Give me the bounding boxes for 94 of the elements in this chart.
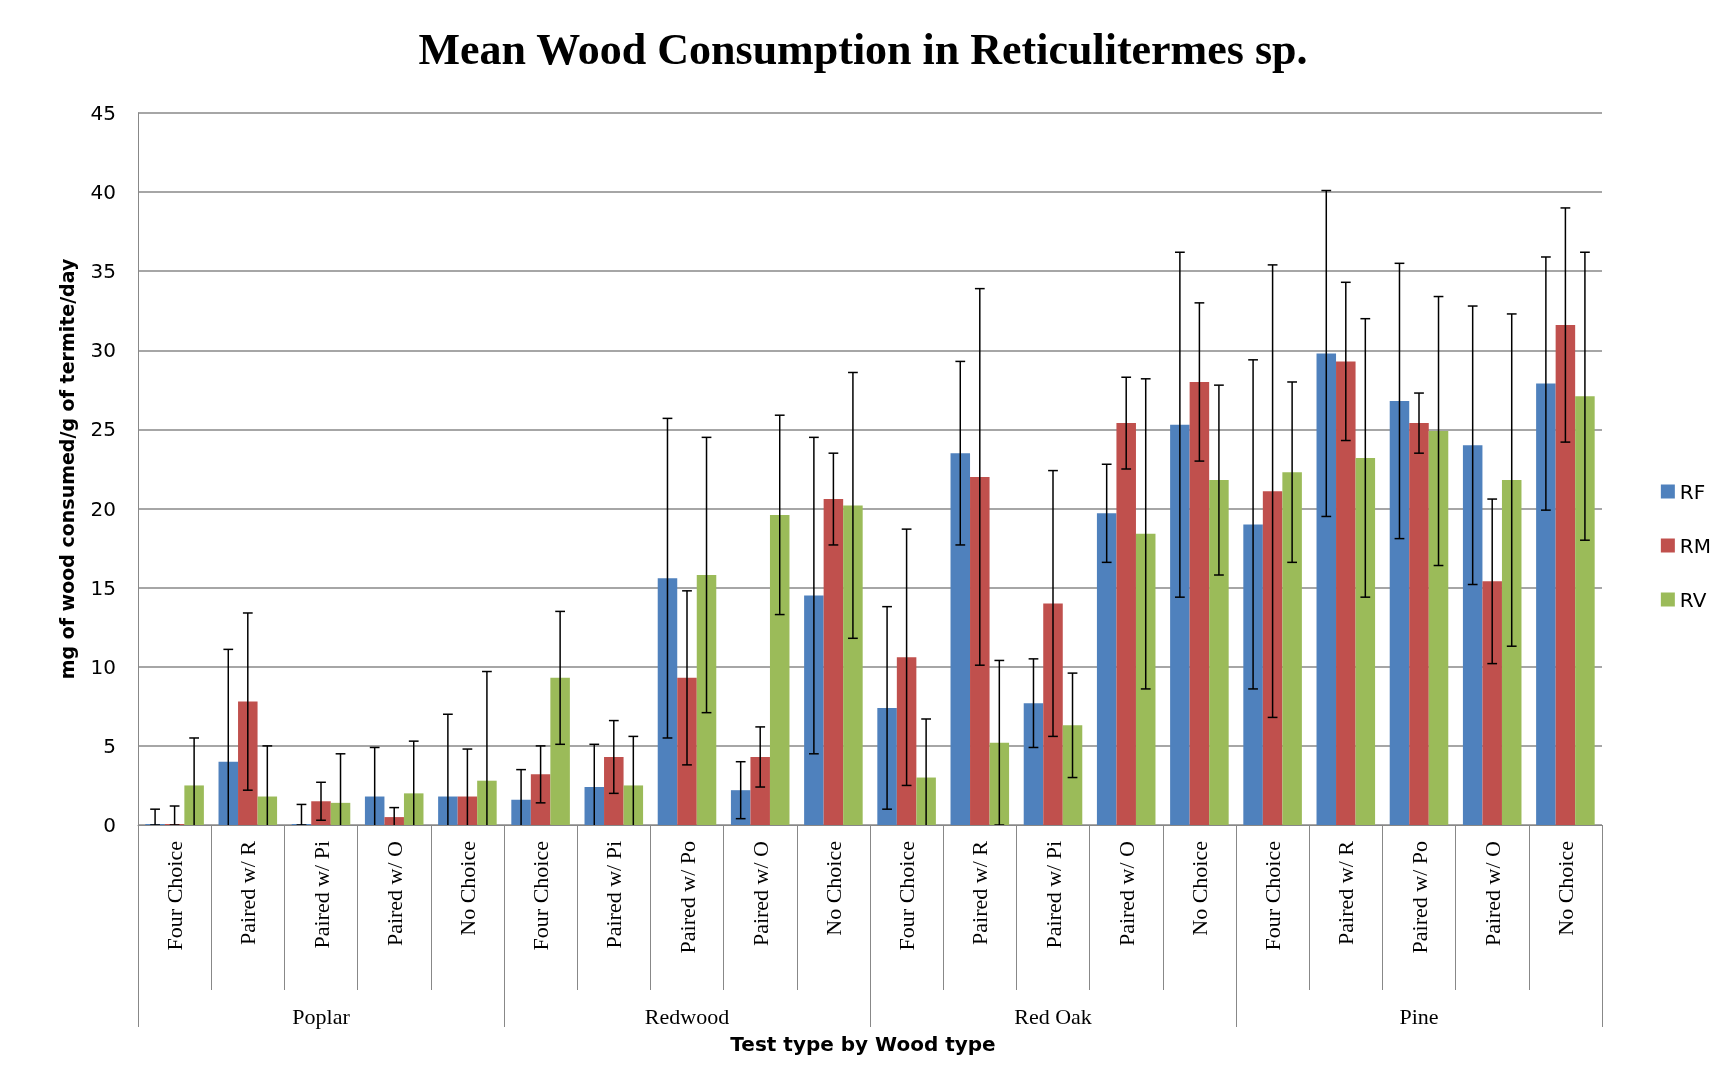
bar <box>1316 353 1337 825</box>
x-tick-label: Four Choice <box>1260 841 1286 951</box>
bar <box>1243 524 1263 825</box>
x-tick-label: Four Choice <box>528 841 554 951</box>
bar <box>657 578 678 825</box>
x-tick-label: Paired w/ R <box>967 840 993 945</box>
x-tick-label: Paired w/ O <box>1479 841 1505 947</box>
bar <box>1043 603 1063 825</box>
bar <box>677 677 697 825</box>
y-tick-label: 40 <box>90 180 116 205</box>
x-tick-label: Paired w/ Pi <box>601 841 627 949</box>
bar <box>550 677 570 825</box>
bar <box>1355 457 1376 825</box>
y-axis-title: mg of wood consumed/g of termite/day <box>55 258 78 680</box>
bar <box>896 657 917 825</box>
bar <box>769 514 790 825</box>
text: Redwood <box>644 1003 730 1029</box>
y-tick-label: 0 <box>103 813 116 837</box>
bar <box>511 799 531 825</box>
bar <box>1336 361 1356 825</box>
text: Poplar <box>292 1003 351 1029</box>
bar <box>730 790 751 825</box>
legend-label: RV <box>1679 587 1707 612</box>
x-tick-label: Paired w/ Po <box>674 841 700 954</box>
x-tick-label: No Choice <box>1186 841 1212 936</box>
bar <box>916 777 936 825</box>
bar <box>877 707 897 825</box>
x-tick-label: Paired w/ Pi <box>1040 841 1066 949</box>
bar <box>218 761 239 825</box>
x-tick-label: Paired w/ R <box>235 840 261 945</box>
bar <box>804 595 824 825</box>
bar <box>1482 581 1502 825</box>
bar <box>1135 533 1156 825</box>
x-tick-label: Paired w/ R <box>1333 840 1359 945</box>
bar <box>843 505 863 825</box>
bar <box>403 793 424 825</box>
bar <box>364 796 385 825</box>
bar <box>1262 491 1283 825</box>
bar <box>530 774 551 825</box>
bar <box>1536 383 1556 825</box>
bar <box>696 575 717 825</box>
y-tick-label: 10 <box>90 654 116 679</box>
bar <box>457 796 478 825</box>
bar <box>1096 513 1117 825</box>
bar <box>1501 480 1522 825</box>
bar <box>1116 423 1136 825</box>
bar <box>750 756 770 825</box>
bar <box>1389 400 1410 825</box>
bar <box>1189 381 1210 825</box>
bar <box>823 499 844 825</box>
y-tick-label: 5 <box>103 733 116 758</box>
x-tick-label: Four Choice <box>894 841 920 951</box>
bar <box>970 476 990 825</box>
legend-label: RF <box>1679 479 1706 504</box>
bar <box>257 796 278 825</box>
bar <box>184 785 204 825</box>
text: Pine <box>1399 1003 1439 1029</box>
x-tick-label: Four Choice <box>162 841 188 951</box>
chart-title: Mean Wood Consumption in Reticulitermes sp. <box>418 24 1308 74</box>
bar <box>330 802 351 825</box>
x-axis-title: Test type by Wood type <box>730 1032 996 1056</box>
bar <box>1409 423 1429 825</box>
bar <box>604 756 624 825</box>
bar <box>1555 325 1576 825</box>
bar <box>1282 472 1302 825</box>
legend-label: RM <box>1679 533 1711 558</box>
x-tick-label: Paired w/ Pi <box>308 841 334 949</box>
y-tick-label: 20 <box>90 496 116 521</box>
text: Red Oak <box>1014 1003 1092 1029</box>
y-tick-label: 35 <box>90 259 116 284</box>
bar <box>477 780 497 825</box>
bar <box>238 701 258 825</box>
bar <box>1170 424 1190 825</box>
bar <box>623 785 644 825</box>
x-tick-label: Paired w/ O <box>747 841 773 947</box>
bar <box>1023 703 1044 825</box>
bar <box>989 742 1010 825</box>
y-tick-label: 25 <box>90 417 116 442</box>
bar <box>950 453 971 825</box>
bar <box>1575 396 1595 825</box>
x-tick-label: Paired w/ O <box>381 841 407 947</box>
x-tick-label: Paired w/ Po <box>1406 841 1432 954</box>
x-tick-label: Paired w/ O <box>1113 841 1139 947</box>
y-tick-label: 15 <box>90 575 116 600</box>
bar <box>1062 725 1083 825</box>
x-tick-label: No Choice <box>820 841 846 936</box>
bar <box>1209 480 1229 825</box>
bar <box>1428 431 1449 825</box>
y-tick-label: 30 <box>90 338 116 363</box>
x-tick-label: No Choice <box>454 841 480 936</box>
bar <box>584 787 605 825</box>
x-tick-label: No Choice <box>1552 841 1578 936</box>
bar <box>1462 445 1483 825</box>
y-tick-label: 45 <box>90 101 116 125</box>
